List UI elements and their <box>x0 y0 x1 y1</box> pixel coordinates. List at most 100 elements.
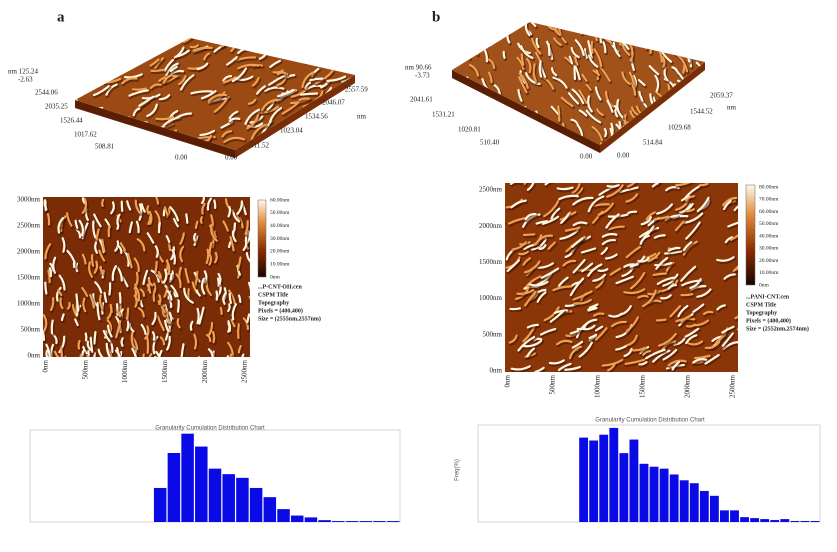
texture-stroke <box>324 140 348 147</box>
texture-stroke <box>158 223 163 236</box>
texture-stroke <box>612 41 621 58</box>
texture-stroke <box>667 26 675 34</box>
texture-stroke <box>470 41 477 51</box>
texture-stroke <box>595 277 607 291</box>
texture-stroke <box>108 355 111 357</box>
texture-stroke <box>601 238 617 246</box>
texture-stroke <box>668 285 679 292</box>
texture-stroke <box>264 87 286 94</box>
texture-stroke <box>524 212 537 221</box>
texture-stroke <box>57 217 65 234</box>
texture-stroke <box>539 327 557 336</box>
texture-stroke <box>236 200 243 215</box>
texture-stroke <box>621 268 636 280</box>
texture-stroke <box>75 82 80 88</box>
texture-stroke <box>85 39 105 48</box>
texture-stroke <box>606 184 620 188</box>
texture-stroke <box>161 138 181 147</box>
texture-stroke <box>358 34 368 40</box>
texture-stroke <box>144 325 150 340</box>
axis-label: 1029.68 <box>668 124 691 132</box>
texture-stroke <box>231 303 238 321</box>
texture-stroke <box>94 79 102 89</box>
texture-stroke <box>208 242 214 257</box>
texture-stroke <box>595 328 610 343</box>
texture-stroke <box>663 250 683 255</box>
texture-stroke <box>159 350 165 357</box>
texture-stroke <box>593 312 605 317</box>
texture-stroke <box>123 73 143 79</box>
texture-stroke <box>469 40 476 49</box>
texture-stroke <box>175 273 182 289</box>
texture-stroke <box>549 360 567 367</box>
texture-stroke <box>527 183 536 193</box>
texture-stroke <box>222 293 226 305</box>
texture-stroke <box>623 289 647 297</box>
texture-stroke <box>147 278 154 287</box>
texture-stroke <box>689 137 705 145</box>
texture-stroke <box>133 294 138 308</box>
texture-stroke <box>606 185 626 200</box>
texture-stroke <box>536 234 554 244</box>
bar <box>208 468 222 522</box>
texture-stroke <box>48 267 53 278</box>
texture-stroke <box>345 21 358 35</box>
texture-stroke <box>516 56 525 70</box>
texture-stroke <box>462 22 471 31</box>
colorbar <box>257 199 267 278</box>
texture-stroke <box>241 353 245 357</box>
axis-label: 1534.56 <box>305 113 328 121</box>
texture-stroke <box>163 76 180 87</box>
axis-label: 0nm <box>28 352 41 360</box>
texture-stroke <box>484 93 490 105</box>
texture-stroke <box>110 201 115 215</box>
texture-stroke <box>605 253 618 260</box>
texture-stroke <box>653 234 666 239</box>
texture-stroke <box>572 258 586 274</box>
texture-stroke <box>733 205 738 212</box>
texture-stroke <box>524 261 543 276</box>
image-info: ...P-CNT-OH.cen <box>258 284 302 290</box>
bar <box>359 521 372 522</box>
texture-stroke <box>521 114 530 130</box>
texture-stroke <box>702 144 705 145</box>
texture-stroke <box>699 183 710 189</box>
texture-stroke <box>291 90 308 100</box>
texture-stroke <box>60 143 68 149</box>
texture-stroke <box>517 88 523 102</box>
texture-stroke <box>519 45 534 60</box>
texture-stroke <box>685 221 701 240</box>
texture-stroke <box>509 335 520 346</box>
texture-stroke <box>242 354 246 357</box>
texture-stroke <box>481 101 495 115</box>
texture-stroke <box>148 210 153 225</box>
texture-stroke <box>680 294 695 299</box>
texture-stroke <box>60 346 63 357</box>
texture-stroke <box>704 354 722 367</box>
topography-image <box>505 183 738 372</box>
texture-stroke <box>309 77 324 82</box>
texture-stroke <box>637 295 651 301</box>
texture-stroke <box>683 213 705 227</box>
texture-stroke <box>87 261 94 278</box>
texture-stroke <box>588 196 607 215</box>
texture-stroke <box>256 86 268 97</box>
texture-stroke <box>135 141 155 148</box>
texture-stroke <box>248 99 258 107</box>
axis-label: 1500nm <box>17 274 41 282</box>
texture-stroke <box>230 21 247 31</box>
texture-stroke <box>181 344 187 357</box>
texture-stroke <box>456 23 463 42</box>
texture-stroke <box>319 126 342 137</box>
texture-stroke <box>571 88 585 105</box>
texture-stroke <box>353 47 355 58</box>
texture-stroke <box>248 282 250 290</box>
texture-stroke <box>699 22 705 25</box>
bar <box>740 517 749 522</box>
texture-stroke <box>138 96 156 109</box>
texture-stroke <box>183 287 194 304</box>
texture-stroke <box>142 353 145 357</box>
bar <box>318 520 331 522</box>
texture-stroke <box>609 267 622 276</box>
surface-side <box>75 100 235 158</box>
